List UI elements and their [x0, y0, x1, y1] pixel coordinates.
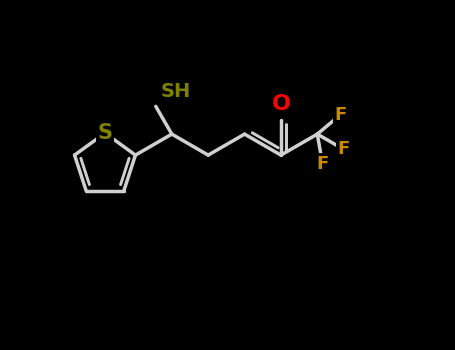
Text: S: S — [97, 123, 112, 143]
Text: O: O — [272, 94, 290, 114]
Text: F: F — [334, 106, 346, 124]
Text: F: F — [316, 155, 329, 173]
Text: F: F — [337, 140, 349, 158]
Text: SH: SH — [161, 82, 191, 102]
